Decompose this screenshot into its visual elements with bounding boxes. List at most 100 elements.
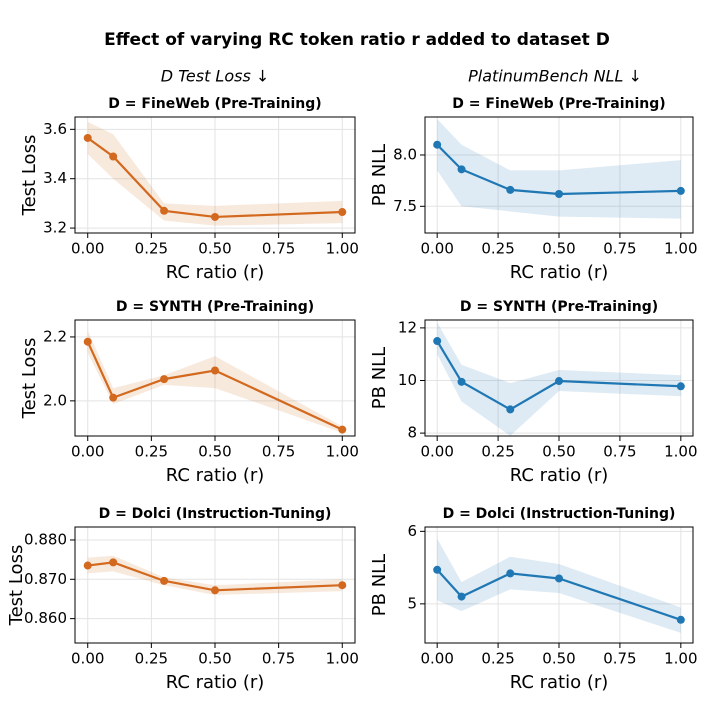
y-tick-label: 10 bbox=[398, 371, 417, 389]
x-tick-label: 0.75 bbox=[603, 650, 636, 668]
point bbox=[676, 186, 685, 195]
y-tick-label: 3.6 bbox=[43, 120, 67, 138]
y-tick-label: 3.2 bbox=[43, 219, 67, 237]
x-tick-label: 0.50 bbox=[542, 650, 575, 668]
plot-frame bbox=[424, 319, 694, 437]
subplot-title: D = SYNTH (Pre-Training) bbox=[460, 299, 658, 315]
point bbox=[506, 569, 515, 578]
point bbox=[338, 425, 347, 434]
subplot-title: D = Dolci (Instruction-Tuning) bbox=[443, 506, 676, 522]
x-tick-label: 0.00 bbox=[71, 240, 104, 258]
y-tick-label: 0.870 bbox=[24, 570, 67, 588]
x-tick-label: 1.00 bbox=[664, 443, 697, 461]
y-tick-label: 3.4 bbox=[43, 169, 67, 187]
plot-frame bbox=[74, 116, 356, 234]
x-tick-label: 1.00 bbox=[664, 650, 697, 668]
point bbox=[211, 586, 219, 595]
x-axis-label: RC ratio (r) bbox=[510, 465, 609, 486]
point bbox=[109, 152, 118, 161]
x-tick-label: 0.00 bbox=[420, 443, 453, 461]
x-tick-label: 0.25 bbox=[481, 443, 514, 461]
column-title: D Test Loss ↓ bbox=[161, 67, 270, 86]
x-tick-label: 0.00 bbox=[420, 650, 453, 668]
figure-title: Effect of varying RC token ratio r added… bbox=[104, 30, 610, 50]
point bbox=[433, 337, 442, 346]
y-tick-label: 0.880 bbox=[24, 530, 67, 548]
x-tick-label: 0.00 bbox=[71, 650, 104, 668]
y-tick-label: 6 bbox=[407, 522, 417, 540]
y-axis-label: Test Loss bbox=[6, 545, 27, 627]
point bbox=[109, 393, 118, 402]
y-tick-label: 12 bbox=[398, 318, 417, 336]
confidence-band bbox=[437, 538, 681, 633]
x-tick-label: 0.50 bbox=[198, 650, 231, 668]
point bbox=[555, 377, 563, 386]
y-axis-label: Test Loss bbox=[19, 338, 40, 420]
x-tick-label: 0.75 bbox=[603, 443, 636, 461]
x-axis-label: RC ratio (r) bbox=[510, 262, 609, 283]
x-tick-label: 0.75 bbox=[262, 240, 295, 258]
x-axis-label: RC ratio (r) bbox=[166, 672, 265, 693]
plot-frame bbox=[424, 526, 694, 644]
plot-frame bbox=[74, 319, 356, 437]
x-tick-label: 0.25 bbox=[135, 650, 168, 668]
x-axis-label: RC ratio (r) bbox=[510, 672, 609, 693]
x-axis-label: RC ratio (r) bbox=[166, 262, 265, 283]
x-tick-label: 1.00 bbox=[664, 240, 697, 258]
x-tick-label: 0.75 bbox=[262, 650, 295, 668]
subplot-title: D = FineWeb (Pre-Training) bbox=[108, 96, 321, 112]
x-tick-label: 0.25 bbox=[135, 240, 168, 258]
x-tick-label: 0.25 bbox=[481, 650, 514, 668]
x-tick-label: 0.50 bbox=[198, 240, 231, 258]
subplot-title: D = Dolci (Instruction-Tuning) bbox=[99, 506, 332, 522]
point bbox=[506, 405, 515, 414]
confidence-band bbox=[87, 121, 343, 226]
point bbox=[433, 565, 442, 574]
point bbox=[555, 189, 563, 198]
point bbox=[676, 382, 685, 391]
x-tick-label: 0.00 bbox=[71, 443, 104, 461]
point bbox=[160, 206, 169, 215]
confidence-band bbox=[437, 119, 681, 219]
y-tick-label: 0.860 bbox=[24, 609, 67, 627]
point bbox=[433, 140, 442, 149]
confidence-band bbox=[87, 555, 343, 596]
y-axis-label: PB NLL bbox=[369, 554, 390, 616]
y-tick-label: 8 bbox=[407, 424, 417, 442]
y-axis-label: Test Loss bbox=[19, 135, 40, 217]
x-tick-label: 1.00 bbox=[326, 650, 359, 668]
subplot-title: D = SYNTH (Pre-Training) bbox=[116, 299, 314, 315]
y-axis-label: PB NLL bbox=[369, 347, 390, 409]
point bbox=[338, 208, 347, 217]
confidence-band bbox=[87, 330, 343, 433]
x-tick-label: 0.50 bbox=[542, 443, 575, 461]
x-tick-label: 0.25 bbox=[135, 443, 168, 461]
column-title: PlatinumBench NLL ↓ bbox=[468, 67, 642, 86]
point bbox=[457, 592, 466, 601]
point bbox=[83, 133, 92, 142]
plot-frame bbox=[74, 526, 356, 644]
x-axis-label: RC ratio (r) bbox=[166, 465, 265, 486]
point bbox=[676, 615, 685, 624]
x-tick-label: 0.75 bbox=[262, 443, 295, 461]
x-tick-label: 0.25 bbox=[481, 240, 514, 258]
x-tick-label: 1.00 bbox=[326, 240, 359, 258]
x-tick-label: 0.50 bbox=[542, 240, 575, 258]
y-tick-label: 2.0 bbox=[43, 391, 67, 409]
x-tick-label: 0.50 bbox=[198, 443, 231, 461]
y-tick-label: 2.2 bbox=[43, 327, 67, 345]
y-tick-label: 5 bbox=[407, 594, 417, 612]
y-tick-label: 7.5 bbox=[393, 197, 417, 215]
point bbox=[457, 165, 466, 174]
point bbox=[506, 185, 515, 194]
point bbox=[211, 212, 219, 221]
point bbox=[338, 581, 347, 590]
x-tick-label: 0.00 bbox=[420, 240, 453, 258]
y-axis-label: PB NLL bbox=[369, 144, 390, 206]
point bbox=[109, 558, 118, 567]
plot-frame bbox=[424, 116, 694, 234]
point bbox=[211, 366, 219, 375]
y-tick-label: 8.0 bbox=[393, 145, 417, 163]
x-tick-label: 0.75 bbox=[603, 240, 636, 258]
